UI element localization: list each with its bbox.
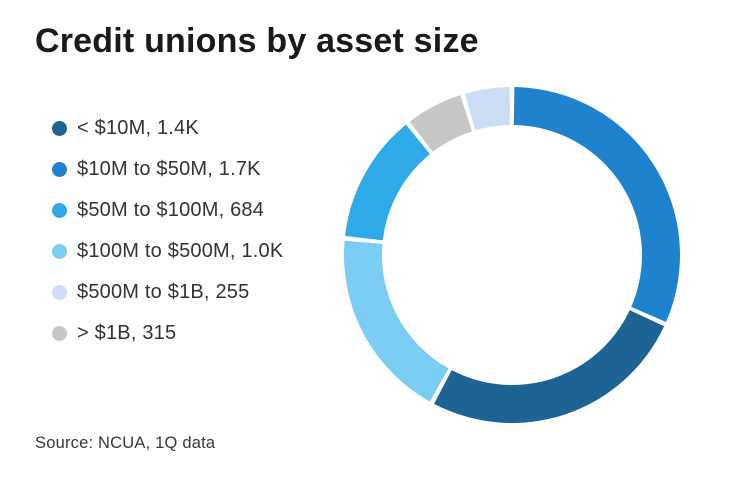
legend-bullet-icon — [52, 203, 67, 218]
legend-bullet-icon — [52, 121, 67, 136]
donut-chart — [344, 87, 681, 423]
legend-bullet-icon — [52, 285, 67, 300]
legend-item: $100M to $500M, 1.0K — [52, 231, 283, 272]
legend-label: $100M to $500M, 1.0K — [77, 240, 284, 262]
donut-segment-1b — [409, 95, 472, 152]
legend: < $10M, 1.4K $10M to $50M, 1.7K $50M to … — [52, 108, 283, 354]
legend-bullet-icon — [52, 326, 67, 341]
source-note: Source: NCUA, 1Q data — [35, 434, 216, 452]
legend-item: $50M to $100M, 684 — [52, 190, 283, 231]
legend-item: $500M to $1B, 255 — [52, 272, 283, 313]
legend-label: $10M to $50M, 1.7K — [77, 158, 261, 180]
legend-label: > $1B, 315 — [77, 322, 177, 344]
legend-item: > $1B, 315 — [52, 313, 283, 354]
donut-segment-10m-to-50m — [513, 87, 681, 323]
donut-segment-100m-to-500m — [344, 240, 449, 402]
legend-item: < $10M, 1.4K — [52, 108, 283, 149]
legend-item: $10M to $50M, 1.7K — [52, 149, 283, 190]
donut-segment-50m-to-100m — [345, 124, 430, 241]
legend-bullet-icon — [52, 162, 67, 177]
chart-title: Credit unions by asset size — [35, 22, 479, 60]
legend-label: $50M to $100M, 684 — [77, 199, 265, 221]
legend-label: $500M to $1B, 255 — [77, 281, 250, 303]
legend-label: < $10M, 1.4K — [77, 117, 199, 139]
legend-bullet-icon — [52, 244, 67, 259]
donut-segment-500m-to-1b — [464, 87, 511, 131]
donut-segment-10m — [434, 310, 665, 423]
